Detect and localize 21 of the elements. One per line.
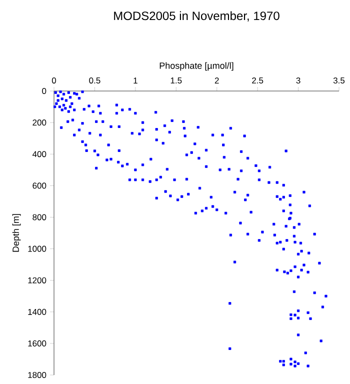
y-tick-label: 1800 [28, 372, 46, 378]
x-tick-label: 2 [214, 78, 219, 84]
y-tick-label: 1400 [28, 308, 46, 315]
y-tick-label: 1200 [28, 277, 46, 284]
x-axis-title: Phosphate [µmol/l] [160, 62, 234, 71]
y-tick-label: 600 [32, 182, 46, 189]
chart-title: MODS2005 in November, 1970 [114, 11, 280, 22]
y-tick-label: 400 [32, 151, 46, 158]
x-tick-label: 0.5 [89, 77, 100, 84]
x-tick-label: 1.5 [170, 78, 182, 84]
y-tick-label: 800 [32, 214, 46, 220]
x-tick-label: 0 [52, 77, 56, 84]
x-tick-label: 3 [296, 77, 300, 84]
x-tick-label: 1 [134, 78, 138, 84]
y-tick-label: 1600 [28, 340, 46, 346]
x-tick-label: 3.5 [333, 77, 345, 84]
y-axis-title: Depth [m] [12, 214, 21, 252]
y-tick-label: 1000 [28, 246, 46, 252]
x-tick-label: 2.5 [252, 77, 264, 84]
y-tick-label: 200 [32, 120, 46, 126]
y-tick-label: 0 [42, 88, 46, 94]
